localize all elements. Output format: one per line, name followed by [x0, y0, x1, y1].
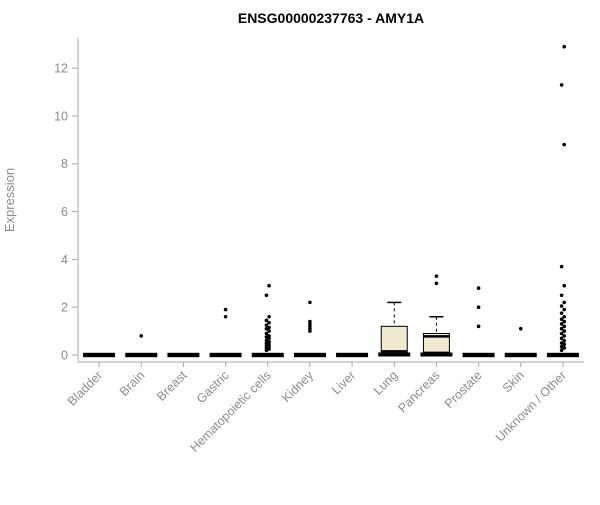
outlier-point	[267, 325, 271, 330]
outlier-point	[559, 322, 564, 326]
outlier-point	[434, 274, 439, 278]
outlier-point	[267, 314, 271, 319]
x-category-label: Liver	[329, 368, 358, 397]
outlier-point	[562, 314, 567, 319]
outlier-point	[562, 324, 567, 329]
outlier-point	[476, 286, 481, 290]
outlier-point	[264, 323, 269, 327]
outlier-point	[562, 338, 567, 343]
flat-box	[251, 352, 284, 358]
outlier-point	[434, 281, 439, 286]
outlier-point	[267, 329, 271, 333]
outlier-point	[518, 326, 523, 331]
outlier-point	[559, 293, 564, 298]
outlier-point	[559, 348, 564, 353]
outlier-point	[559, 341, 564, 345]
outlier-point	[562, 300, 567, 305]
outlier-point	[559, 311, 564, 315]
x-category-label: Bladder	[65, 368, 105, 408]
x-category-label: Lung	[371, 368, 401, 398]
outlier-point	[559, 304, 564, 308]
outlier-point	[308, 300, 312, 305]
outlier-point	[559, 336, 564, 341]
flat-box	[209, 352, 242, 358]
outlier-point	[562, 142, 567, 147]
outlier-point	[223, 314, 228, 319]
flat-box	[462, 352, 495, 358]
box	[422, 332, 450, 353]
outlier-point	[562, 307, 567, 312]
outlier-point	[267, 334, 271, 338]
box	[380, 325, 408, 354]
x-category-label: Skin	[500, 368, 527, 395]
outlier-point	[264, 318, 269, 323]
plot-area: 0 2 4 6 8 10 12 Bladder Brain Breast GastricHemato…	[54, 38, 584, 455]
y-tick-label: 6	[61, 205, 68, 219]
outlier-point	[559, 83, 564, 87]
x-category-label: Hematopoietic cells	[187, 368, 274, 455]
flat-box	[167, 352, 200, 358]
outlier-point	[139, 334, 144, 338]
outlier-point	[264, 331, 269, 336]
outlier-point	[562, 329, 567, 333]
outlier-point	[267, 283, 271, 288]
outlier-point	[308, 319, 312, 324]
outlier-point	[476, 305, 481, 310]
x-category-label: Kidney	[279, 368, 316, 405]
y-tick-label: 0	[61, 348, 68, 362]
outlier-point	[559, 264, 564, 269]
x-category-label: Gastric	[194, 368, 232, 406]
outlier-point	[264, 293, 269, 298]
outlier-point	[559, 326, 564, 331]
outlier-point	[559, 317, 564, 321]
y-tick-label: 10	[54, 109, 68, 123]
outlier-point	[223, 307, 228, 312]
y-axis-label: Expression	[2, 168, 17, 232]
x-category-label: Brain	[117, 368, 148, 399]
outlier-point	[562, 283, 567, 288]
flat-box	[336, 352, 369, 358]
outlier-point	[562, 319, 567, 324]
x-category-label: Pancreas	[395, 368, 442, 415]
outlier-point	[559, 344, 564, 349]
flat-box	[293, 352, 326, 358]
outlier-point	[562, 44, 567, 49]
chart-title: ENSG00000237763 - AMY1A	[238, 10, 424, 26]
flat-box	[83, 352, 116, 358]
outlier-point	[264, 338, 269, 343]
y-tick-label: 12	[54, 62, 68, 76]
y-tick-label: 4	[61, 253, 68, 267]
flat-box	[546, 352, 579, 358]
outlier-point	[562, 334, 567, 338]
outlier-point	[267, 320, 271, 325]
outlier-point	[559, 331, 564, 336]
outlier-point	[476, 324, 481, 329]
y-tick-label: 2	[61, 301, 68, 315]
flat-box	[125, 352, 158, 358]
x-category-label: Breast	[154, 368, 190, 404]
y-tick-label: 8	[61, 157, 68, 171]
flat-box	[504, 352, 537, 358]
x-category-label: Prostate	[442, 368, 485, 411]
